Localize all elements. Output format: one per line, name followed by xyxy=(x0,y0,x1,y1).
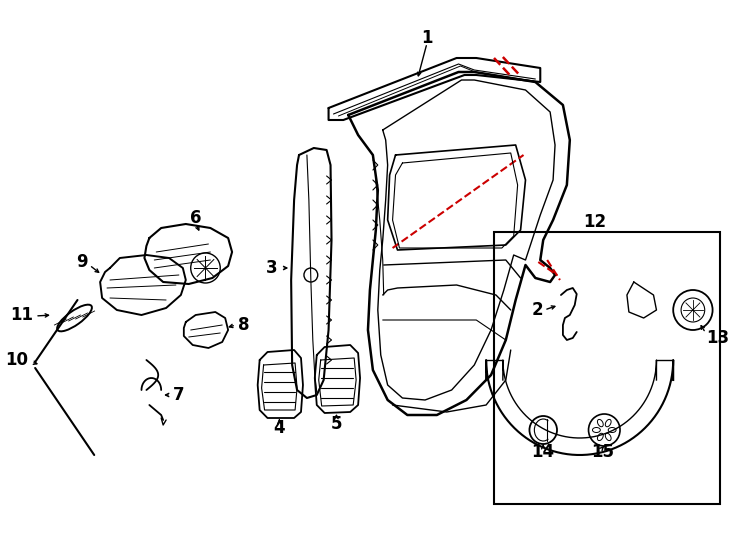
Text: 4: 4 xyxy=(274,419,285,437)
Text: 8: 8 xyxy=(238,316,250,334)
Text: 15: 15 xyxy=(591,443,614,461)
Text: 1: 1 xyxy=(421,29,433,47)
Text: 14: 14 xyxy=(531,443,555,461)
Text: 5: 5 xyxy=(331,415,342,433)
Text: 10: 10 xyxy=(5,351,28,369)
Text: 6: 6 xyxy=(190,209,201,227)
Text: 9: 9 xyxy=(76,253,87,271)
Text: 11: 11 xyxy=(10,306,33,324)
Text: 12: 12 xyxy=(583,213,606,231)
Text: 7: 7 xyxy=(173,386,185,404)
Text: 13: 13 xyxy=(707,329,730,347)
Text: 3: 3 xyxy=(266,259,277,277)
Bar xyxy=(494,232,721,504)
Text: 2: 2 xyxy=(531,301,543,319)
